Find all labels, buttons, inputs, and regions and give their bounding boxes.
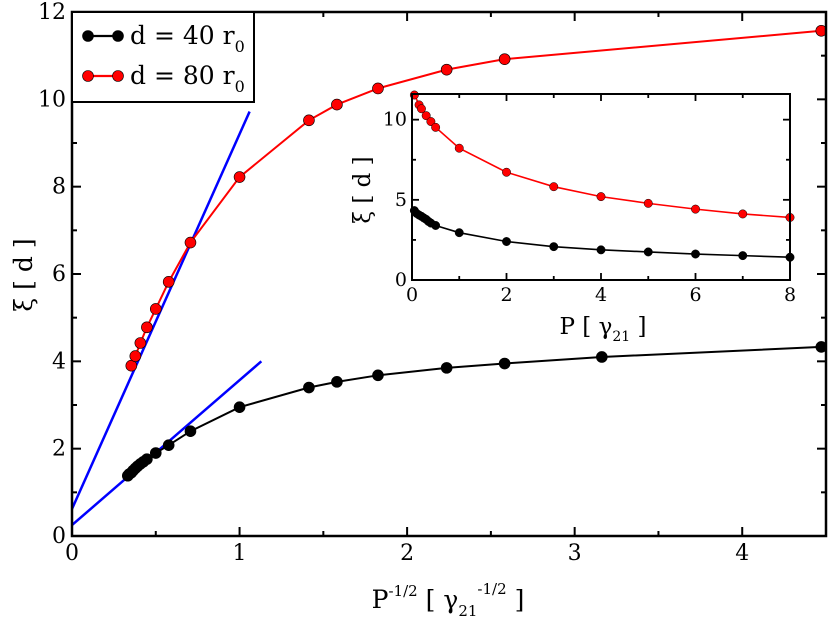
inset-x-axis-unit-subscript: 21: [612, 329, 630, 345]
inset-data-point: [549, 182, 559, 192]
data-point: [372, 369, 384, 382]
legend-label-subscript: 0: [235, 37, 245, 56]
data-point: [815, 24, 826, 37]
data-point: [162, 439, 175, 451]
x-axis-unit-symbol: γ: [443, 585, 458, 614]
inset-x-tick-label: 6: [689, 284, 701, 306]
y-tick-label: 10: [38, 87, 66, 112]
y-tick-label: 0: [52, 524, 66, 549]
inset-data-point: [643, 198, 653, 208]
inset-data-point: [421, 111, 431, 121]
inset-y-axis-label: ξ [ d ]: [350, 156, 376, 223]
data-point: [129, 350, 142, 362]
data-point: [162, 276, 175, 288]
inset-data-point: [454, 143, 464, 153]
y-tick-label: 8: [52, 175, 66, 200]
data-point: [184, 425, 197, 438]
inset-x-tick-label: 2: [500, 284, 512, 306]
legend-marker: [82, 70, 94, 82]
y-axis-unit: d: [9, 256, 38, 272]
y-axis-label-symbol: ξ: [9, 298, 38, 312]
inset-y-tick-label: 0: [395, 269, 407, 291]
legend-marker: [112, 30, 124, 42]
y-tick-label: 2: [52, 437, 66, 462]
inset-data-point: [643, 247, 653, 257]
data-point: [372, 82, 384, 95]
data-point: [331, 376, 343, 388]
main-data: [72, 24, 826, 527]
data-point: [149, 447, 162, 459]
plot-frame: [70, 10, 828, 538]
inset-data-point: [431, 221, 441, 230]
data-point: [498, 357, 511, 370]
inset-data-point: [417, 104, 426, 114]
legend-label-subscript: 0: [235, 77, 245, 96]
data-point: [134, 337, 147, 349]
legend: d = 40 r0d = 80 r0: [71, 11, 255, 103]
y-axis-label: ξ [ d ]: [9, 238, 38, 311]
x-tick-label: 2: [400, 541, 414, 566]
inset-x-axis-unit-symbol: γ: [599, 314, 613, 340]
inset-data-point: [549, 242, 559, 252]
y-tick-label: 4: [52, 349, 66, 374]
x-axis-unit-exponent: -1/2: [477, 580, 506, 598]
x-tick-label: 0: [65, 541, 79, 566]
x-axis-label: P-1/2 [ γ21-1/2 ]: [372, 580, 525, 620]
data-point: [149, 303, 162, 315]
data-point: [596, 351, 608, 363]
y-tick-label: 6: [52, 262, 66, 287]
inset-frame: [411, 93, 791, 281]
inset-y-axis-unit: d: [350, 172, 376, 187]
inset-y-tick-label: 5: [395, 189, 407, 211]
inset-x-axis-label: P [ γ21 ]: [560, 314, 647, 345]
data-point: [141, 321, 153, 334]
data-point: [303, 381, 315, 394]
inset-data-point: [454, 228, 464, 238]
legend-label-2: d = 80 r0: [130, 61, 245, 96]
inset-data-point: [502, 167, 511, 177]
data-point: [184, 236, 197, 249]
data-point: [815, 341, 826, 353]
inset-plot: 0 2 4 6 8 0 5 10 P [ γ21 ] ξ [ d ]: [350, 90, 796, 345]
data-point: [141, 453, 153, 465]
data-point: [233, 401, 246, 413]
inset-data-point: [426, 117, 436, 127]
data-point: [233, 171, 246, 183]
x-axis-unit-subscript: 21: [458, 602, 477, 620]
legend-label-text: d = 80 r: [130, 61, 235, 90]
x-tick-label: 4: [735, 541, 749, 566]
inset-data-point: [502, 237, 511, 246]
legend-label-1: d = 40 r0: [130, 21, 245, 56]
inset-x-tick-label: 8: [784, 284, 796, 306]
legend-box: [71, 11, 255, 103]
data-point: [440, 63, 453, 76]
inset-y-tick-label: 10: [383, 109, 407, 131]
inset-data-point: [691, 204, 700, 214]
x-axis-label-exponent: -1/2: [388, 582, 417, 600]
inset-data-point: [738, 209, 748, 219]
legend-marker: [112, 70, 124, 82]
inset-data-point: [691, 249, 700, 259]
inset-data-point: [431, 122, 441, 132]
legend-marker: [82, 30, 94, 42]
x-tick-label: 3: [568, 541, 582, 566]
inset-x-axis-symbol: P: [560, 314, 575, 340]
x-tick-label: 1: [233, 541, 247, 566]
inset-data-point: [596, 245, 606, 255]
x-axis-label-symbol: P: [372, 585, 389, 614]
y-tick-label: 12: [38, 0, 66, 25]
inset-x-tick-label: 4: [595, 284, 607, 306]
legend-label-text: d = 40 r: [130, 21, 235, 50]
inset-data-point: [738, 251, 748, 261]
data-point: [303, 114, 315, 127]
data-point: [498, 53, 511, 65]
data-point: [331, 98, 343, 111]
data-point: [440, 362, 453, 374]
inset-y-axis-symbol: ξ: [350, 211, 376, 224]
inset-data-point: [596, 192, 606, 202]
inset-x-tick-label: 0: [406, 284, 418, 306]
